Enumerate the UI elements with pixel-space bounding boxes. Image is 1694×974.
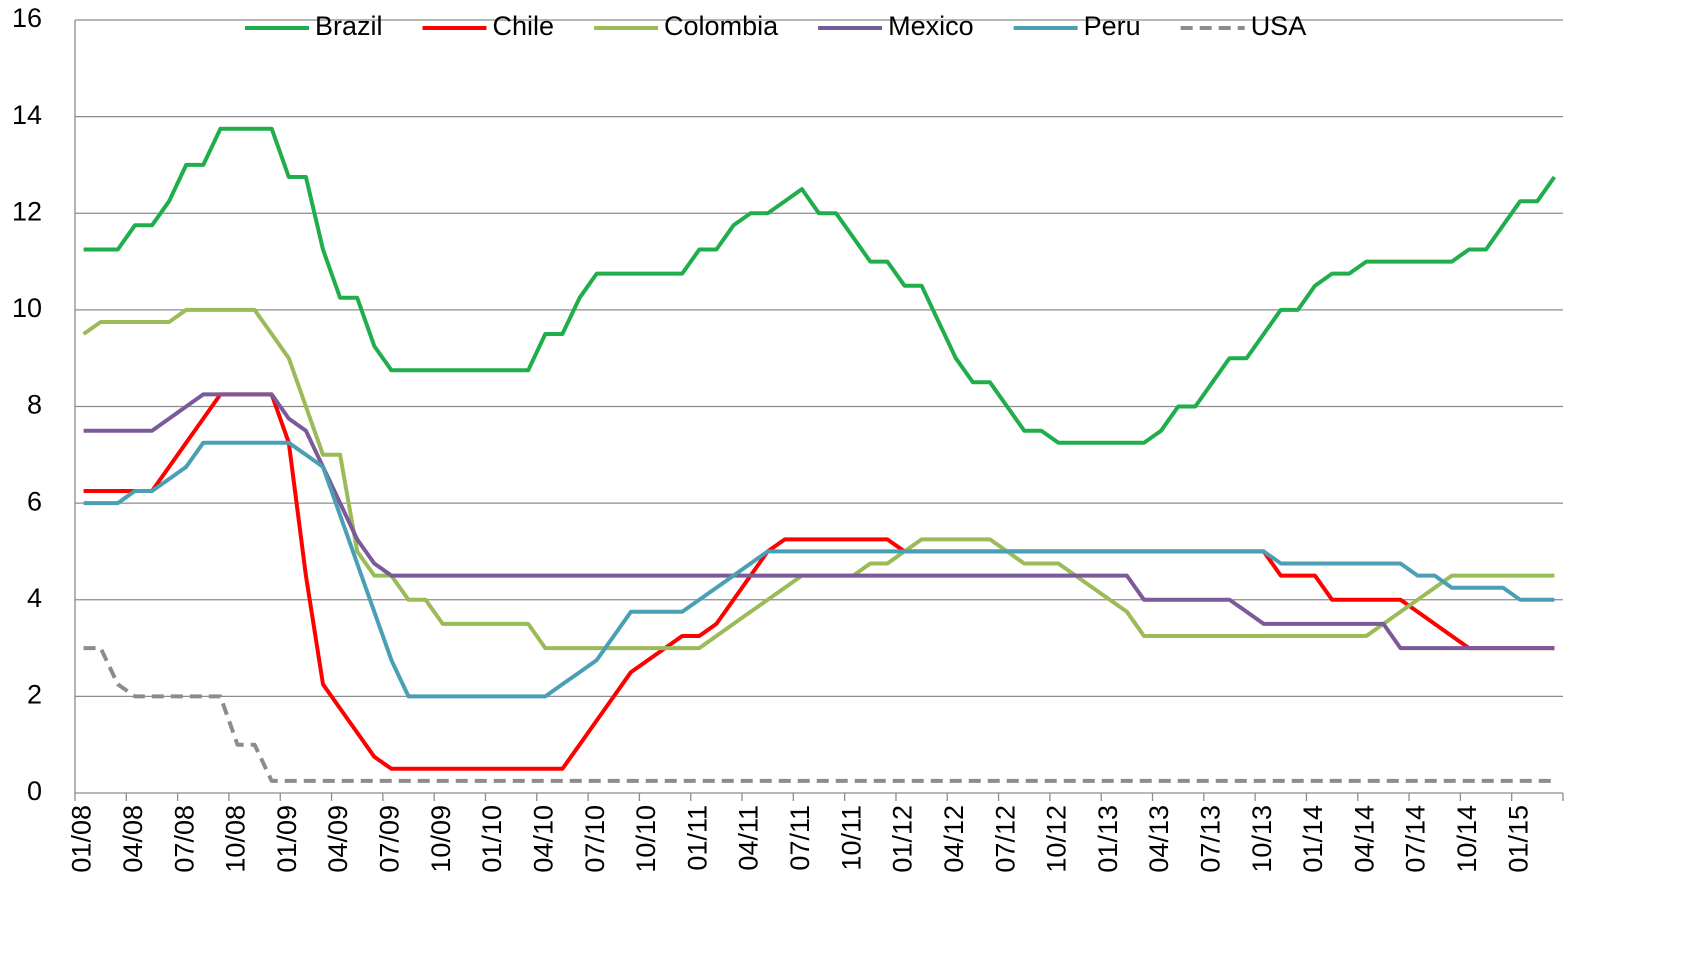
x-tick-label: 07/09 <box>375 805 405 873</box>
legend-label: Mexico <box>888 11 974 41</box>
legend-label: Colombia <box>664 11 779 41</box>
x-tick-label: 07/14 <box>1401 805 1431 873</box>
x-tick-label: 04/11 <box>734 805 764 871</box>
x-tick-label: 04/09 <box>323 805 353 873</box>
series-line <box>83 392 1555 651</box>
x-tick-label: 07/12 <box>990 805 1020 873</box>
x-tick-label: 04/12 <box>939 805 969 873</box>
y-tick-label: 16 <box>12 3 42 33</box>
x-tick-label: 10/13 <box>1247 805 1277 873</box>
y-tick-label: 8 <box>27 390 42 420</box>
x-tick-label: 04/13 <box>1144 805 1174 873</box>
x-tick-label: 04/14 <box>1349 805 1379 873</box>
x-tick-label: 01/13 <box>1093 805 1123 873</box>
y-tick-label: 10 <box>12 293 42 323</box>
legend-label: Peru <box>1084 11 1141 41</box>
series-line <box>82 307 1555 651</box>
y-tick-label: 12 <box>12 196 42 226</box>
y-tick-label: 4 <box>27 583 42 613</box>
x-tick-label: 01/15 <box>1503 805 1533 873</box>
x-tick-label: 01/09 <box>272 805 302 873</box>
series-line <box>83 126 1557 445</box>
x-tick-label: 01/14 <box>1298 805 1328 873</box>
y-tick-label: 0 <box>27 776 42 806</box>
series-line <box>83 440 1555 699</box>
x-tick-label: 01/10 <box>477 805 507 873</box>
series-line <box>83 392 1555 771</box>
legend-label: Brazil <box>315 11 383 41</box>
x-tick-label: 04/10 <box>528 805 558 873</box>
legend-label: Chile <box>493 11 555 41</box>
x-tick-label: 07/10 <box>580 805 610 873</box>
x-tick-label: 10/08 <box>221 805 251 873</box>
x-tick-label: 01/08 <box>67 805 97 873</box>
x-tick-label: 10/12 <box>1042 805 1072 873</box>
x-tick-label: 07/13 <box>1196 805 1226 873</box>
x-tick-label: 07/08 <box>169 805 199 873</box>
x-tick-label: 04/08 <box>118 805 148 873</box>
x-tick-label: 01/11 <box>682 805 712 871</box>
y-tick-label: 6 <box>27 486 42 516</box>
x-tick-label: 10/14 <box>1452 805 1482 873</box>
y-tick-label: 2 <box>27 680 42 710</box>
y-tick-label: 14 <box>12 100 42 130</box>
x-tick-label: 10/09 <box>426 805 456 873</box>
x-tick-label: 10/10 <box>631 805 661 873</box>
legend-label: USA <box>1251 11 1307 41</box>
x-tick-label: 01/12 <box>888 805 918 873</box>
series-line <box>83 646 1555 783</box>
x-tick-label: 07/11 <box>785 805 815 871</box>
x-tick-label: 10/11 <box>836 805 866 871</box>
